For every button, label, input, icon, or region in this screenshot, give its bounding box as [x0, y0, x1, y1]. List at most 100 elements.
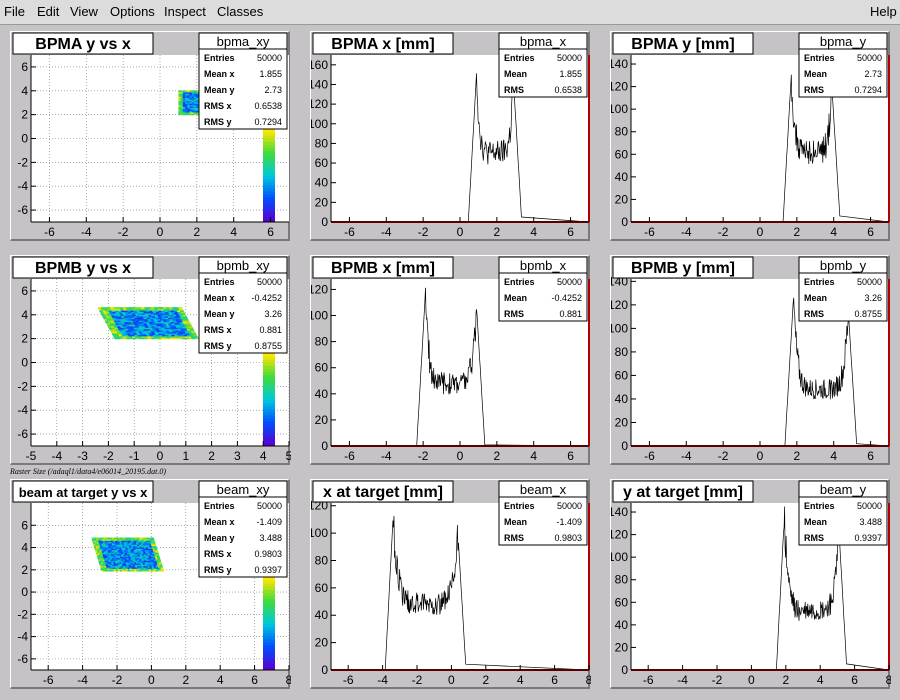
heatmap-cell	[187, 94, 191, 97]
heatmap-cell	[169, 337, 174, 340]
heatmap-cell	[103, 317, 108, 320]
menu-view[interactable]: View	[70, 4, 98, 19]
stats-label: Mean y	[204, 309, 235, 319]
heatmap-cell	[145, 337, 149, 340]
pad-bpma-x[interactable]: -6 -4 -2 0 2 4 6 0 20 40 60 80 100 120 140 160 BPMA x [m…	[310, 31, 590, 241]
heatmap-cell	[116, 537, 119, 540]
heatmap-cell	[150, 554, 154, 557]
heatmap-cell	[186, 321, 190, 324]
heatmap-cell	[148, 542, 152, 545]
heatmap-cell	[109, 556, 113, 559]
heatmap-cell	[104, 545, 107, 548]
heatmap-cell	[156, 566, 159, 569]
heatmap-cell	[148, 556, 152, 559]
pad-beam-x[interactable]: -6 -4 -2 0 2 4 6 8 0 20 40 60 80 100 120 x at target [m…	[310, 479, 591, 689]
stats-value: 0.8755	[854, 309, 882, 319]
heatmap-cell	[126, 331, 131, 334]
palette-segment	[263, 166, 275, 170]
heatmap-cell	[189, 332, 193, 335]
heatmap-cell	[111, 310, 116, 313]
pad-beam-y[interactable]: -6 -4 -2 0 2 4 6 8 0 20 40 60 80 100 120 140 y at target…	[610, 479, 891, 689]
pad-bpmb-x[interactable]: -6 -4 -2 0 2 4 6 0 20 40 60 80 100 120 BPMB x [mm] bpmb…	[310, 255, 590, 465]
stats-value: 3.488	[859, 517, 882, 527]
heatmap-cell	[158, 568, 162, 571]
heatmap-cell	[166, 314, 171, 317]
heatmap-cell	[138, 330, 142, 333]
heatmap-cell	[145, 538, 149, 541]
heatmap-cell	[182, 103, 186, 106]
pad-beam-xy[interactable]: -6 -4 -2 0 2 4 6 8 -6 -4 -2 0 2 4 6 beam at target y vs…	[10, 479, 291, 689]
menu-classes[interactable]: Classes	[217, 4, 264, 19]
chart-title: BPMA y [mm]	[631, 36, 734, 53]
heatmap-cell	[92, 540, 95, 543]
heatmap-cell	[146, 317, 151, 320]
heatmap-cell	[131, 552, 134, 555]
heatmap-cell	[140, 544, 144, 547]
pad-bpma-y[interactable]: -6 -4 -2 0 2 4 6 0 20 40 60 80 100 120 140 BPMA y [mm] b…	[610, 31, 890, 241]
heatmap-cell	[180, 97, 184, 100]
menu-inspect[interactable]: Inspect	[164, 4, 206, 19]
pad-bpmb-xy[interactable]: -5 -4 -3 -2 -1 0 1 2 3 4 5 -6 -4 -2 0 2 4 6 BPMB y vs x bpm…	[10, 255, 291, 465]
heatmap-cell	[132, 320, 137, 323]
heatmap-cell	[100, 561, 104, 564]
palette-segment	[263, 632, 275, 637]
heatmap-cell	[144, 330, 149, 333]
heatmap-cell	[162, 307, 167, 310]
menu-file[interactable]: File	[4, 4, 25, 19]
heatmap-cell	[139, 321, 144, 324]
heatmap-cell	[97, 549, 100, 552]
heatmap-cell	[112, 322, 117, 325]
heatmap-cell	[96, 553, 100, 556]
heatmap-cell	[144, 541, 147, 544]
heatmap-cell	[142, 562, 146, 565]
heatmap-cell	[145, 560, 149, 563]
heatmap-cell	[191, 98, 195, 101]
heatmap-cell	[121, 332, 125, 335]
heatmap-cell	[157, 558, 161, 561]
heatmap-cell	[117, 337, 121, 340]
heatmap-cell	[193, 334, 197, 337]
heatmap-cell	[107, 561, 110, 564]
heatmap-cell	[139, 315, 144, 318]
heatmap-cell	[116, 550, 119, 553]
heatmap-cell	[145, 546, 149, 549]
heatmap-cell	[178, 104, 182, 107]
heatmap-cell	[191, 100, 195, 103]
heatmap-cell	[180, 91, 184, 94]
heatmap-cell	[157, 331, 162, 334]
heatmap-cell	[98, 554, 102, 557]
heatmap-cell	[153, 330, 158, 333]
heatmap-cell	[179, 331, 183, 334]
heatmap-cell	[169, 335, 173, 338]
heatmap-cell	[189, 108, 193, 111]
heatmap-cell	[130, 569, 133, 572]
heatmap-cell	[136, 549, 140, 552]
heatmap-cell	[166, 330, 170, 333]
heatmap-cell	[134, 550, 138, 553]
heatmap-cell	[145, 325, 149, 328]
heatmap-cell	[150, 540, 153, 543]
heatmap-cell	[107, 312, 111, 315]
heatmap-cell	[131, 565, 134, 568]
heatmap-cell	[182, 113, 186, 116]
heatmap-cell	[120, 550, 124, 553]
heatmap-cell	[191, 90, 195, 93]
heatmap-cell	[134, 556, 138, 559]
heatmap-cell	[138, 318, 142, 321]
heatmap-cell	[111, 554, 114, 557]
heatmap-cell	[140, 561, 143, 564]
pad-bpmb-y[interactable]: -6 -4 -2 0 2 4 6 0 20 40 60 80 100 120 140 BPMB y [mm] b…	[610, 255, 890, 465]
menu-edit[interactable]: Edit	[37, 4, 60, 19]
heatmap-cell	[128, 312, 133, 315]
heatmap-cell	[115, 554, 119, 557]
heatmap-cell	[150, 549, 154, 552]
heatmap-cell	[102, 552, 105, 555]
heatmap-cell	[93, 544, 97, 547]
pad-bpma-xy[interactable]: -6 -4 -2 0 2 4 6 -6 -4 -2 0 2 4 6 BPMA y vs x bpma_xy En…	[10, 31, 290, 241]
menu-options[interactable]: Options	[110, 4, 155, 19]
heatmap-cell	[147, 545, 151, 548]
menu-help[interactable]: Help	[870, 4, 897, 19]
heatmap-cell	[142, 568, 145, 571]
heatmap-cell	[118, 332, 122, 335]
